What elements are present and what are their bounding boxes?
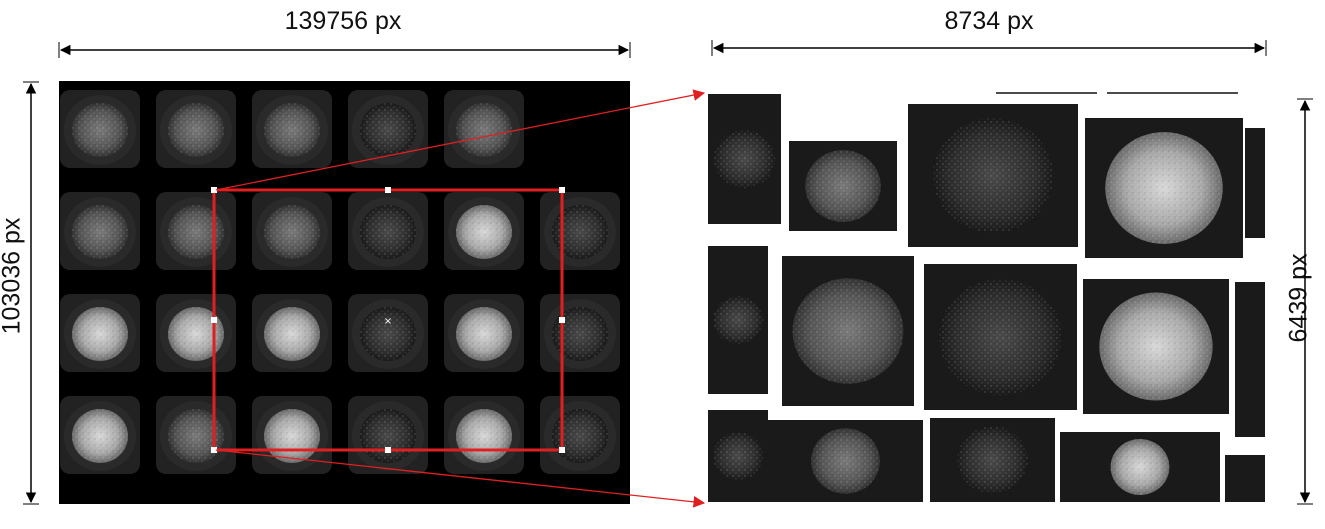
- overview-core: [156, 294, 236, 372]
- overview-core: [60, 396, 140, 474]
- selection-handle-top[interactable]: [385, 187, 391, 193]
- zoom-tile: [930, 418, 1055, 502]
- overview-core: [60, 294, 140, 372]
- overview-core: [444, 192, 524, 270]
- overview-core: [252, 396, 332, 474]
- selection-handle-bottom-left[interactable]: [211, 447, 217, 453]
- zoom-tile: [1060, 432, 1220, 502]
- zoom-tile: [1235, 282, 1265, 437]
- overview-core: [348, 396, 428, 474]
- overview-core: [540, 192, 620, 270]
- overview-core: [156, 192, 236, 270]
- zoom-tile: [708, 410, 768, 502]
- zoom-tile: [1083, 279, 1229, 414]
- overview-core: [252, 192, 332, 270]
- overview-core: [348, 192, 428, 270]
- overview-core: [540, 294, 620, 372]
- overview-background: [59, 81, 630, 504]
- zoom-width-label: 8734 px: [944, 7, 1034, 35]
- overview-core: [444, 294, 524, 372]
- selection-handle-top-left[interactable]: [211, 187, 217, 193]
- zoom-connector-bottom: [215, 449, 706, 508]
- zoom-tile: [768, 420, 923, 502]
- zoom-tile: [1085, 118, 1243, 258]
- selection-handle-right[interactable]: [559, 317, 565, 323]
- zoom-tile: [782, 256, 914, 406]
- zoom-tiles: [708, 94, 1265, 502]
- overview-core: [252, 90, 332, 168]
- selection-center-marker: ×: [384, 316, 392, 327]
- overview-core: [444, 396, 524, 474]
- zoom-tile: [789, 141, 897, 231]
- selection-handle-bottom[interactable]: [385, 447, 391, 453]
- zoom-tile: [924, 264, 1077, 410]
- overview-core: [156, 90, 236, 168]
- overview-panel: [59, 81, 630, 504]
- overview-core: [156, 396, 236, 474]
- zoom-tile: [708, 94, 781, 224]
- overview-core: [444, 90, 524, 168]
- overview-core: [252, 294, 332, 372]
- overview-core: [348, 294, 428, 372]
- overview-core: [60, 90, 140, 168]
- zoom-tile: [708, 246, 768, 394]
- zoom-tile: [1245, 128, 1265, 238]
- zoom-connector-top: [215, 89, 706, 191]
- overview-core: [60, 192, 140, 270]
- zoom-tile: [1225, 455, 1265, 502]
- selection-handle-bottom-right[interactable]: [559, 447, 565, 453]
- selection-handle-left[interactable]: [211, 317, 217, 323]
- overview-core: [348, 90, 428, 168]
- overview-width-label: 139756 px: [284, 7, 402, 35]
- zoom-panel: [708, 92, 1265, 503]
- overview-core: [540, 396, 620, 474]
- zoom-tile: [908, 104, 1078, 247]
- selection-handle-top-right[interactable]: [559, 187, 565, 193]
